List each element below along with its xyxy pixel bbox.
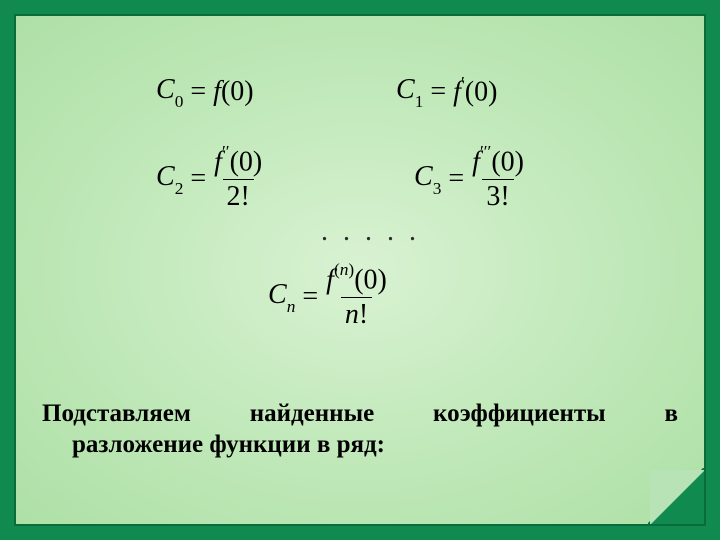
sup-open-paren: ( <box>334 260 340 279</box>
page-curl-icon <box>648 468 704 524</box>
arg-zero: (0) <box>491 146 524 177</box>
fraction-cn: f(n)(0) n! <box>322 264 391 329</box>
fn-f: f <box>326 264 334 295</box>
subscript-2: 2 <box>175 179 184 198</box>
ellipsis: . . . . . <box>321 216 420 248</box>
equation-c2: C2 = f′′(0) 2! <box>156 146 266 211</box>
subscript-0: 0 <box>175 92 184 111</box>
fn-f: f <box>213 76 221 107</box>
caption-text: Подставляем найденные коэффициенты в раз… <box>42 398 678 461</box>
prime-mark: ′ <box>461 73 465 92</box>
caption-word: найденные <box>250 398 374 429</box>
denominator: n! <box>341 297 372 329</box>
equation-c3: C3 = f′′′(0) 3! <box>414 146 528 211</box>
var-c: C <box>156 161 175 192</box>
slide-inner-panel: C0 = f(0) C1 = f′(0) C2 <box>14 14 706 526</box>
caption-word: Подставляем <box>42 398 191 429</box>
equation-c0: C0 = f(0) <box>156 74 254 110</box>
equation-c1: C1 = f′(0) <box>396 74 497 110</box>
fn-f: f <box>214 146 222 177</box>
caption-word: в <box>664 398 678 429</box>
subscript-n: n <box>287 297 296 316</box>
fraction-c3: f′′′(0) 3! <box>468 146 528 211</box>
arg-zero: (0) <box>221 76 254 107</box>
denominator: 3! <box>482 179 513 211</box>
var-c: C <box>156 74 175 105</box>
slide-outer-frame: C0 = f(0) C1 = f′(0) C2 <box>0 0 720 540</box>
denominator: 2! <box>223 179 254 211</box>
sup-close-paren: ) <box>348 260 354 279</box>
caption-line-2: разложение функции в ряд: <box>42 429 678 460</box>
arg-zero: (0) <box>354 264 387 295</box>
equation-cn: Cn = f(n)(0) n! <box>268 264 391 329</box>
equals-sign: = <box>190 163 206 195</box>
prime-mark: ′′ <box>222 142 230 161</box>
var-c: C <box>268 279 287 310</box>
prime-mark: ′′′ <box>480 142 491 161</box>
fn-f: f <box>472 146 480 177</box>
var-c: C <box>396 74 415 105</box>
arg-zero: (0) <box>230 146 263 177</box>
fn-f: f <box>453 76 461 107</box>
subscript-3: 3 <box>433 179 442 198</box>
caption-word: коэффициенты <box>433 398 606 429</box>
equals-sign: = <box>190 76 206 108</box>
subscript-1: 1 <box>415 92 424 111</box>
equals-sign: = <box>302 281 318 313</box>
equals-sign: = <box>448 163 464 195</box>
arg-zero: (0) <box>465 76 498 107</box>
var-c: C <box>414 161 433 192</box>
equals-sign: = <box>430 76 446 108</box>
fraction-c2: f′′(0) 2! <box>210 146 266 211</box>
caption-line-1: Подставляем найденные коэффициенты в <box>42 398 678 429</box>
